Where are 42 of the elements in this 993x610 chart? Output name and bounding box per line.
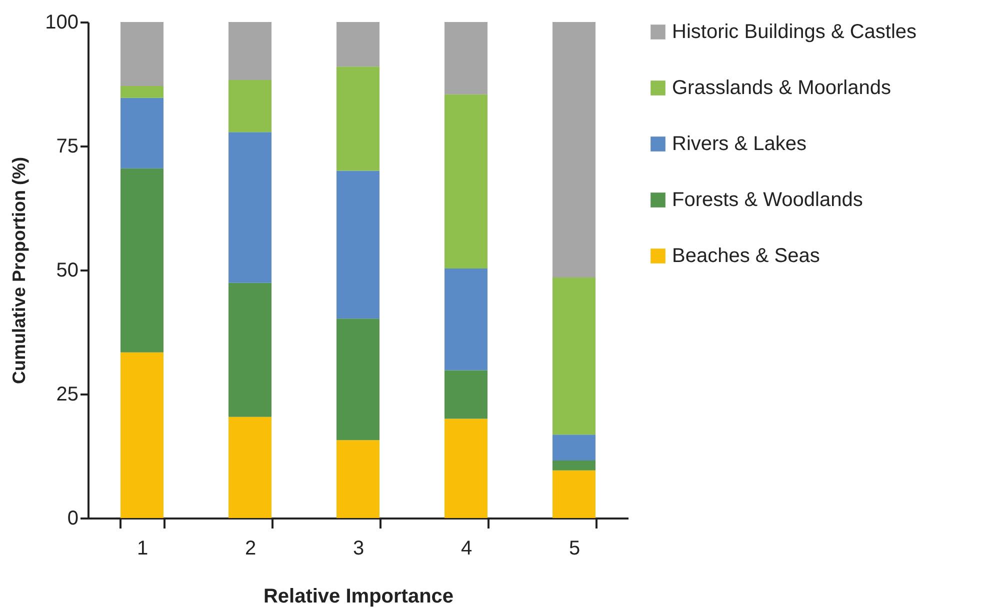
bar — [552, 434, 596, 460]
bar — [120, 98, 164, 168]
bar — [336, 170, 380, 319]
x-tick-label: 2 — [244, 538, 256, 560]
bar — [444, 418, 488, 518]
bar — [336, 66, 380, 171]
bar — [336, 318, 380, 440]
bar — [552, 460, 596, 470]
bar — [228, 22, 272, 80]
bar — [228, 132, 272, 283]
x-tick-label: 5 — [568, 538, 580, 560]
bar — [336, 22, 380, 67]
bar — [120, 168, 164, 352]
bar — [552, 277, 596, 435]
x-axis-title: Relative Importance — [263, 586, 454, 608]
bar — [444, 94, 488, 269]
legend-label: Beaches & Seas — [672, 245, 820, 267]
legend-label: Forests & Woodlands — [672, 189, 863, 211]
bar — [120, 22, 164, 86]
legend-label: Historic Buildings & Castles — [672, 21, 917, 43]
bar — [228, 80, 272, 132]
y-tick-label: 25 — [56, 384, 78, 406]
y-tick-label: 0 — [67, 508, 78, 530]
bar — [552, 470, 596, 518]
legend-label: Grasslands & Moorlands — [672, 77, 891, 99]
legend-label: Rivers & Lakes — [672, 133, 806, 155]
bar — [120, 352, 164, 518]
y-axis-title: Cumulative Proportion (%) — [9, 156, 30, 384]
bar — [120, 86, 164, 98]
x-tick-label: 1 — [136, 538, 148, 560]
bar — [336, 440, 380, 518]
x-tick-label: 4 — [460, 538, 472, 560]
bar — [444, 268, 488, 370]
bar — [552, 22, 596, 278]
x-tick-label: 3 — [352, 538, 364, 560]
bar — [444, 370, 488, 419]
y-tick-label: 50 — [56, 260, 78, 282]
bar — [228, 282, 272, 417]
y-tick-label: 100 — [45, 12, 78, 34]
bar — [228, 416, 272, 518]
y-tick-label: 75 — [56, 136, 78, 158]
bar — [444, 22, 488, 94]
